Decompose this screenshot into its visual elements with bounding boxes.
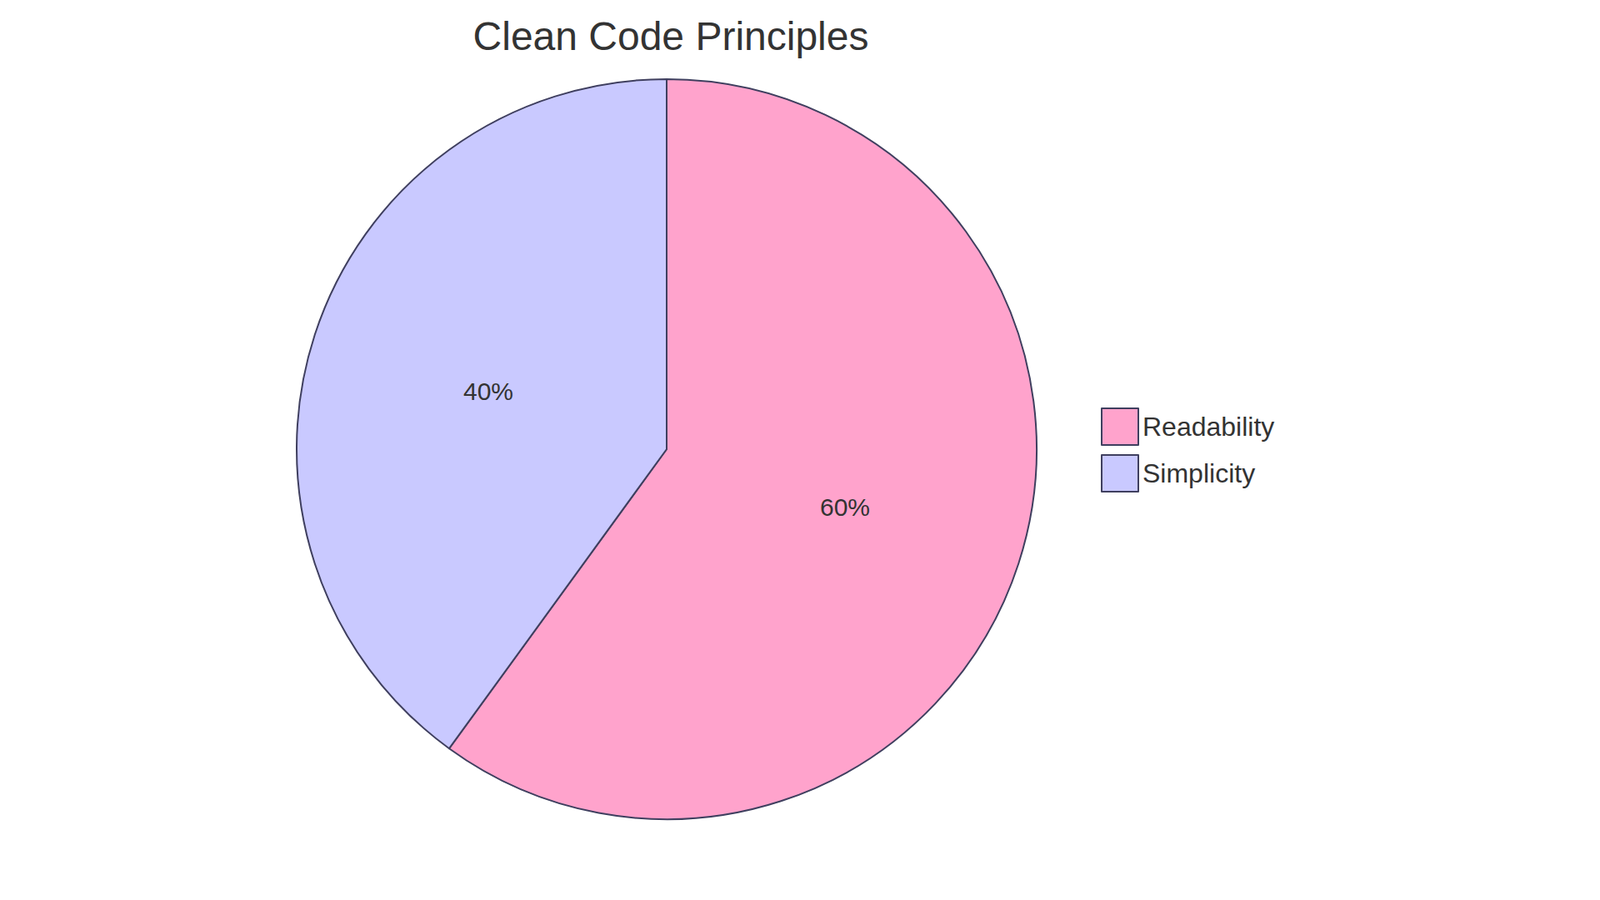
svg-text:Simplicity: Simplicity xyxy=(1142,458,1255,489)
svg-text:Readability: Readability xyxy=(1142,411,1275,442)
svg-text:40%: 40% xyxy=(463,377,514,405)
svg-text:60%: 60% xyxy=(820,493,870,521)
svg-text:Clean Code Principles: Clean Code Principles xyxy=(473,14,870,59)
